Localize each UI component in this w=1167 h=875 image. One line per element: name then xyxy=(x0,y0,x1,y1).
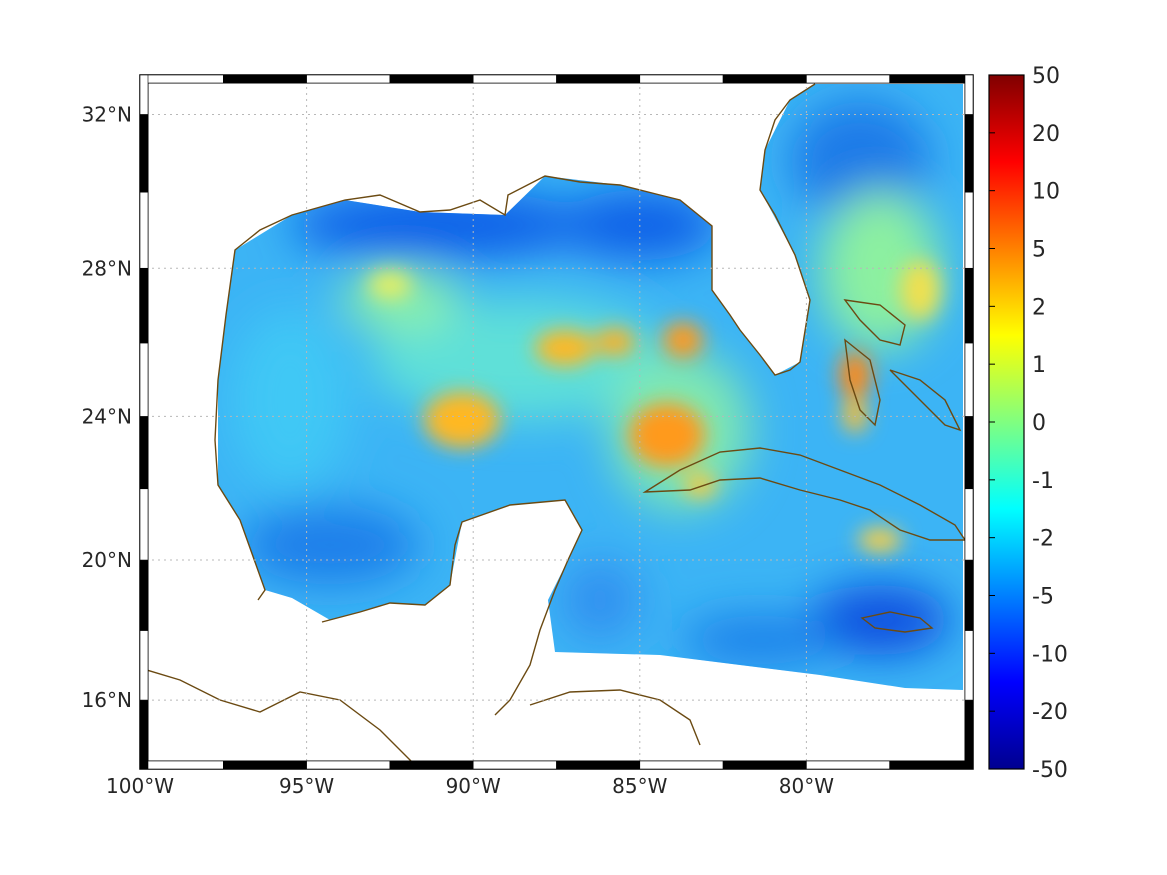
lat-tick-label: 28°N xyxy=(82,256,132,280)
colorbar-tick-label: -5 xyxy=(1032,585,1054,610)
colorbar-tick-label: 5 xyxy=(1032,238,1046,263)
border-segment-top xyxy=(389,74,474,84)
colorbar-tick-label: -10 xyxy=(1032,642,1068,667)
lon-tick-label: 80°W xyxy=(779,774,834,798)
border-segment-bottom xyxy=(639,760,724,770)
colorbar-tick-label: -20 xyxy=(1032,700,1068,725)
colorbar-tick-label: 50 xyxy=(1032,64,1060,89)
border-segment-left xyxy=(139,416,149,490)
colorbar-tick-label: 2 xyxy=(1032,295,1046,320)
border-segment-right xyxy=(964,416,974,490)
border-segment-right xyxy=(964,699,974,770)
colorbar-tick-label: 10 xyxy=(1032,180,1060,205)
border-segment-top xyxy=(639,74,724,84)
border-segment-top xyxy=(306,74,391,84)
gulf-coastline xyxy=(214,83,816,601)
border-segment-right xyxy=(964,74,974,115)
border-segment-left xyxy=(139,559,149,631)
lon-tick-label: 90°W xyxy=(446,774,501,798)
yucatan-coastline xyxy=(321,499,583,716)
lon-tick-labels: 100°W 95°W 90°W 85°W 80°W xyxy=(106,774,834,798)
border-segment-left xyxy=(139,699,149,770)
lon-tick-label: 95°W xyxy=(279,774,334,798)
border-segment-left xyxy=(139,191,149,269)
colorbar-tick-label: -50 xyxy=(1032,758,1068,783)
border-segment-top xyxy=(889,74,974,84)
border-segment-bottom xyxy=(889,760,974,770)
cuba-coastline xyxy=(642,447,965,541)
border-segment-left xyxy=(139,488,149,561)
bahamas-coastline xyxy=(843,299,962,432)
border-segment-bottom xyxy=(306,760,391,770)
border-segment-top xyxy=(722,74,807,84)
jamaica-coastline xyxy=(860,611,934,633)
colorbar-tick-label: 1 xyxy=(1032,353,1046,378)
border-segment-bottom xyxy=(722,760,807,770)
central-america-coastline xyxy=(148,669,412,761)
border-segment-bottom xyxy=(389,760,474,770)
border-segment-bottom xyxy=(223,760,307,770)
lat-tick-label: 16°N xyxy=(82,688,132,712)
border-segment-bottom xyxy=(139,760,224,770)
border-segment-right xyxy=(964,342,974,417)
border-segment-right xyxy=(964,630,974,701)
border-segment-bottom xyxy=(556,760,641,770)
border-segment-bottom xyxy=(472,760,557,770)
border-segment-bottom xyxy=(806,760,891,770)
border-segment-right xyxy=(964,191,974,269)
colorbar-tick-label: -2 xyxy=(1032,527,1054,552)
border-segment-top xyxy=(472,74,557,84)
border-segment-right xyxy=(964,559,974,631)
lat-tick-label: 32°N xyxy=(82,102,132,126)
map-border xyxy=(139,74,974,770)
border-segment-left xyxy=(139,342,149,417)
border-segment-left xyxy=(139,267,149,344)
lat-tick-label: 20°N xyxy=(82,548,132,572)
colorbar-tick-label: 20 xyxy=(1032,122,1060,147)
border-segment-left xyxy=(139,114,149,193)
border-segment-left xyxy=(139,630,149,701)
colorbar-tick-label: 0 xyxy=(1032,411,1046,436)
border-segment-top xyxy=(223,74,307,84)
border-segment-top xyxy=(556,74,641,84)
lon-tick-label: 100°W xyxy=(106,774,174,798)
border-segment-right xyxy=(964,267,974,344)
border-segment-right xyxy=(964,488,974,561)
colorbar-tick-label: -1 xyxy=(1032,469,1054,494)
lon-tick-label: 85°W xyxy=(612,774,667,798)
border-segment-top xyxy=(806,74,891,84)
lat-tick-label: 24°N xyxy=(82,404,132,428)
coastlines xyxy=(148,83,965,761)
lat-tick-labels: 16°N 20°N 24°N 28°N 32°N xyxy=(82,102,132,712)
border-segment-right xyxy=(964,114,974,193)
border-segment-top xyxy=(139,74,224,84)
border-segment-left xyxy=(139,74,149,115)
